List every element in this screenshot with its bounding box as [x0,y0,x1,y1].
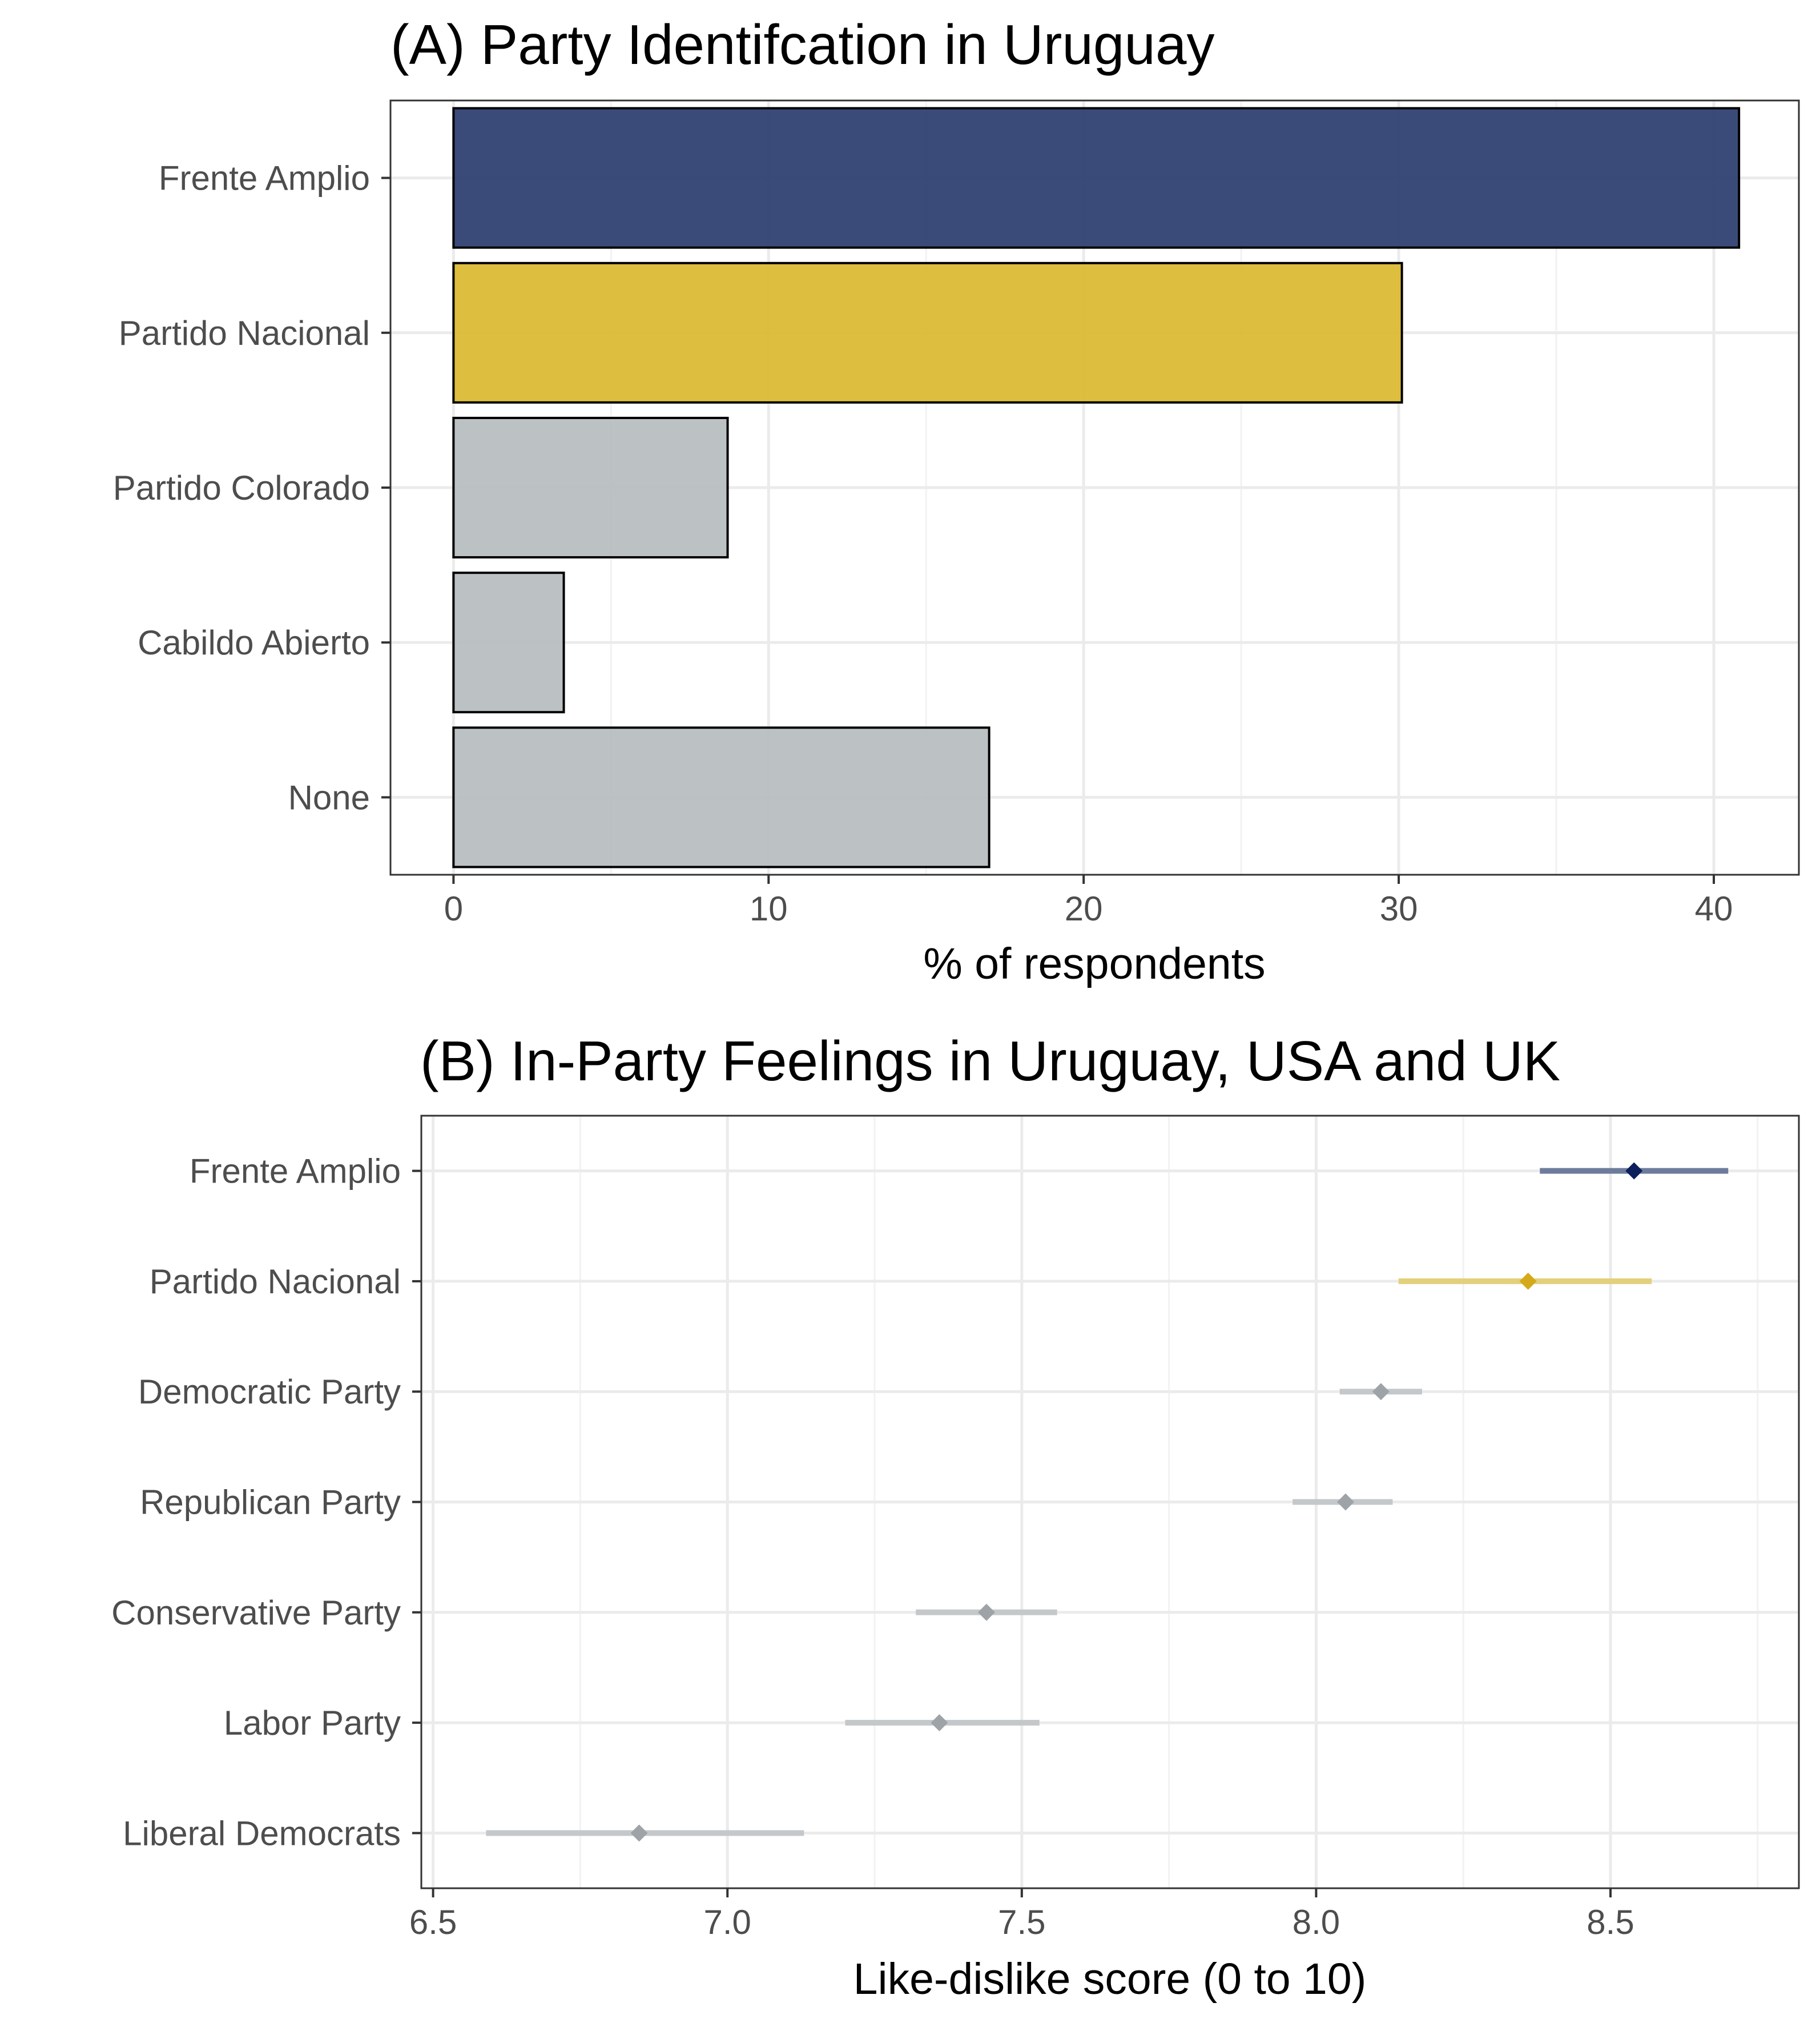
panel-b-y-tick-label: Partido Nacional [150,1262,401,1301]
panel-b-gridlines [421,1116,1799,1888]
panel-b-y-tick-label: Democratic Party [138,1373,401,1411]
panel-b-x-tick-label: 8.0 [1292,1903,1340,1941]
panel-a-x-tick-label: 0 [444,890,463,928]
panel-b-y-tick-label: Republican Party [140,1483,401,1522]
panel-b-estimates [486,1162,1729,1842]
panel-a-party-identification: (A) Party Identifcation in Uruguay Frent… [113,13,1800,988]
bar-none [452,726,990,868]
panel-a-y-tick-label: Cabildo Abierto [138,624,370,662]
panel-a-x-tick-label: 40 [1695,890,1733,928]
panel-b-x-axis-title: Like-dislike score (0 to 10) [853,1954,1367,2004]
panel-b-x-axis: 6.5 7.0 7.5 8.0 8.5 [409,1888,1634,1941]
panel-b-x-tick-label: 7.0 [704,1903,751,1941]
panel-a-x-tick-label: 20 [1065,890,1103,928]
panel-b-x-tick-label: 7.5 [998,1903,1045,1941]
panel-a-y-tick-label: None [288,778,370,817]
panel-a-x-axis: 0 10 20 30 40 [444,875,1733,928]
panel-b-y-tick-label: Liberal Democrats [123,1814,401,1852]
panel-b-y-tick-label: Conservative Party [111,1594,401,1632]
panel-a-x-tick-label: 10 [750,890,788,928]
point-liberal-democrats [630,1824,648,1842]
panel-b-y-tick-label: Frente Amplio [190,1152,401,1191]
point-frente-amplio [1625,1162,1643,1180]
panel-a-y-axis: Frente Amplio Partido Nacional Partido Col… [113,159,390,817]
bar-frente-amplio [452,107,1741,249]
panel-a-x-axis-title: % of respondents [923,939,1265,988]
point-partido-nacional [1519,1272,1537,1290]
bar-partido-nacional [452,262,1403,404]
panel-a-bars [452,107,1741,868]
panel-a-y-tick-label: Partido Nacional [119,314,370,352]
panel-a-y-tick-label: Partido Colorado [113,469,370,507]
bar-cabildo-abierto [452,572,565,714]
panel-b-y-axis: Frente Amplio Partido Nacional Democratic … [111,1152,421,1852]
panel-b-title: (B) In-Party Feelings in Uruguay, USA an… [420,1029,1560,1092]
panel-a-title: (A) Party Identifcation in Uruguay [390,13,1214,76]
panel-b-x-tick-label: 8.5 [1587,1903,1634,1941]
point-conservative-party [977,1603,995,1621]
panel-b-in-party-feelings: (B) In-Party Feelings in Uruguay, USA an… [111,1029,1800,2004]
panel-a-x-tick-label: 30 [1380,890,1418,928]
point-republican-party [1336,1493,1354,1511]
panel-a-y-tick-label: Frente Amplio [159,159,370,198]
bar-partido-colorado [452,416,729,559]
panel-b-y-tick-label: Labor Party [224,1704,401,1742]
point-labor-party [931,1714,948,1732]
panel-b-x-tick-label: 6.5 [409,1903,457,1941]
point-democratic-party [1372,1383,1390,1401]
